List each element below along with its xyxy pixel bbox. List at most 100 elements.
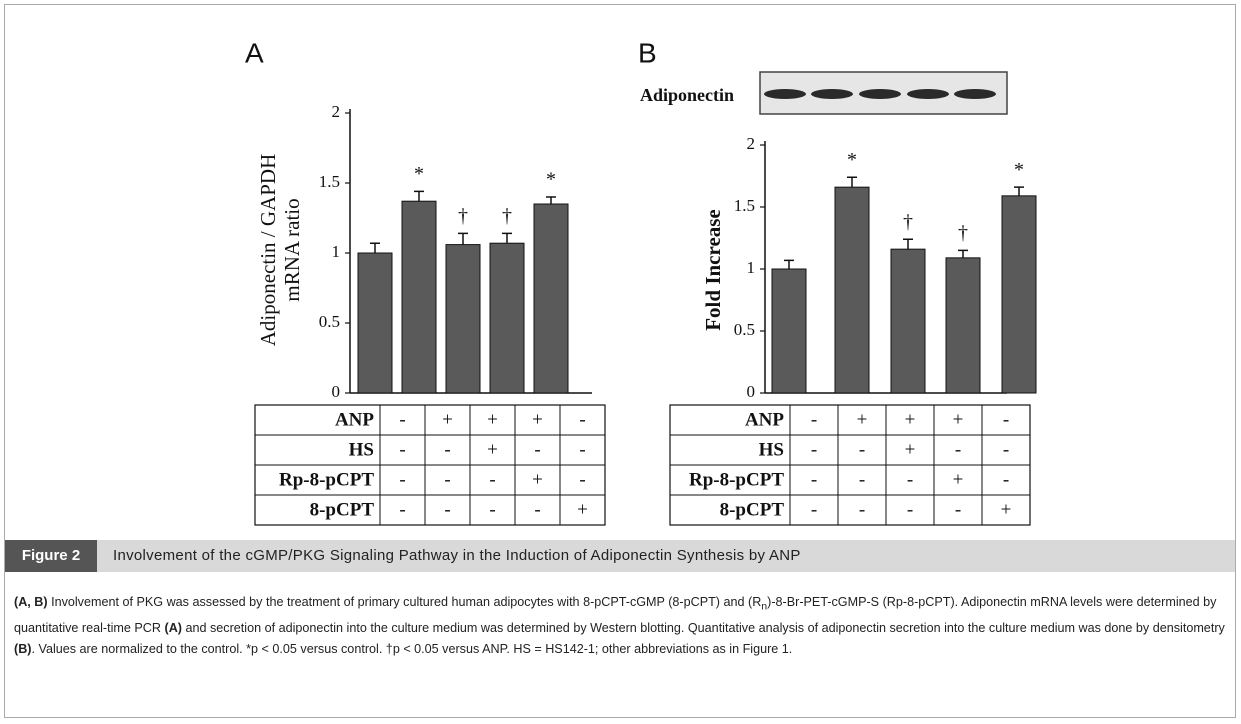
blot-band — [764, 89, 806, 99]
bar — [358, 253, 392, 393]
table-cell: - — [859, 499, 865, 520]
bar — [534, 204, 568, 393]
table-cell: + — [577, 499, 588, 520]
y-tick-label: 2 — [332, 102, 341, 121]
annotation: † — [458, 205, 468, 227]
blot-band — [907, 89, 949, 99]
table-cell: - — [811, 439, 817, 460]
table-cell: - — [579, 469, 585, 490]
table-cell: - — [811, 409, 817, 430]
annotation: * — [414, 163, 424, 185]
table-cell: - — [1003, 469, 1009, 490]
y-tick-label: 1 — [747, 258, 756, 277]
bar — [1002, 196, 1036, 393]
figure-title: Involvement of the cGMP/PKG Signaling Pa… — [113, 540, 801, 572]
row-label: 8-pCPT — [720, 499, 785, 520]
y-tick-label: 1.5 — [734, 196, 755, 215]
bar — [446, 245, 480, 393]
error-bar — [502, 233, 512, 243]
blot-band — [954, 89, 996, 99]
table-cell: - — [534, 499, 540, 520]
bar — [490, 243, 524, 393]
row-label: Rp-8-pCPT — [689, 469, 784, 490]
y-axis-label: Fold Increase — [701, 209, 725, 331]
caption-bold: (A, B) — [14, 595, 48, 609]
bar — [402, 201, 436, 393]
panel-label: B — [638, 37, 657, 68]
annotation: † — [903, 211, 913, 233]
annotation: † — [958, 222, 968, 244]
error-bar — [958, 250, 968, 257]
table-cell: + — [1001, 499, 1012, 520]
table-cell: + — [857, 409, 868, 430]
error-bar — [784, 260, 794, 269]
error-bar — [847, 177, 857, 187]
table-cell: + — [953, 409, 964, 430]
y-tick-label: 2 — [747, 134, 756, 153]
table-cell: - — [399, 409, 405, 430]
blot-band — [811, 89, 853, 99]
error-bar — [458, 233, 468, 244]
blot-label: Adiponectin — [640, 85, 734, 105]
table-cell: - — [399, 469, 405, 490]
bar — [946, 258, 980, 393]
bar — [772, 269, 806, 393]
table-cell: + — [905, 409, 916, 430]
caption-bold: (B) — [14, 642, 31, 656]
y-axis-label: Adiponectin / GAPDH — [256, 154, 280, 347]
annotation: * — [546, 169, 556, 191]
annotation: * — [1014, 159, 1024, 181]
row-label: HS — [349, 439, 374, 460]
error-bar — [546, 197, 556, 204]
caption-bold: (A) — [165, 621, 182, 635]
table-cell: - — [811, 499, 817, 520]
table-cell: - — [399, 439, 405, 460]
table-cell: + — [532, 469, 543, 490]
row-label: Rp-8-pCPT — [279, 469, 374, 490]
table-cell: - — [579, 439, 585, 460]
annotation: † — [502, 205, 512, 227]
y-tick-label: 0 — [332, 382, 341, 401]
table-cell: - — [1003, 439, 1009, 460]
row-label: 8-pCPT — [310, 499, 375, 520]
caption-text: Involvement of PKG was assessed by the t… — [48, 595, 762, 609]
table-cell: - — [907, 499, 913, 520]
table-cell: - — [444, 439, 450, 460]
error-bar — [1014, 187, 1024, 196]
table-cell: + — [532, 409, 543, 430]
table-cell: - — [859, 469, 865, 490]
caption-text: and secretion of adiponectin into the cu… — [182, 621, 1225, 635]
table-cell: + — [442, 409, 453, 430]
caption-text: . Values are normalized to the control. … — [31, 642, 792, 656]
error-bar — [903, 239, 913, 249]
table-cell: - — [955, 439, 961, 460]
table-cell: - — [399, 499, 405, 520]
table-cell: - — [489, 499, 495, 520]
table-cell: - — [955, 499, 961, 520]
y-axis-label: mRNA ratio — [280, 198, 304, 301]
row-label: ANP — [745, 409, 784, 430]
table-cell: - — [579, 409, 585, 430]
annotation: * — [847, 149, 857, 171]
table-cell: - — [444, 469, 450, 490]
table-cell: - — [907, 469, 913, 490]
y-tick-label: 0 — [747, 382, 756, 401]
figure-label: Figure 2 — [5, 540, 97, 572]
bar — [891, 249, 925, 393]
table-cell: + — [905, 439, 916, 460]
y-tick-label: 1.5 — [319, 172, 340, 191]
page: A Adiponectin / GAPDHmRNA ratio 0 0.5 1 1.5 2 *… — [0, 0, 1241, 724]
table-cell: - — [1003, 409, 1009, 430]
table-cell: - — [534, 439, 540, 460]
y-tick-label: 1 — [332, 242, 341, 261]
row-label: ANP — [335, 409, 374, 430]
y-tick-label: 0.5 — [319, 312, 340, 331]
table-cell: + — [953, 469, 964, 490]
panel-label: A — [245, 37, 264, 68]
table-cell: - — [489, 469, 495, 490]
error-bar — [370, 243, 380, 253]
bar — [835, 187, 869, 393]
row-label: HS — [759, 439, 784, 460]
error-bar — [414, 191, 424, 201]
